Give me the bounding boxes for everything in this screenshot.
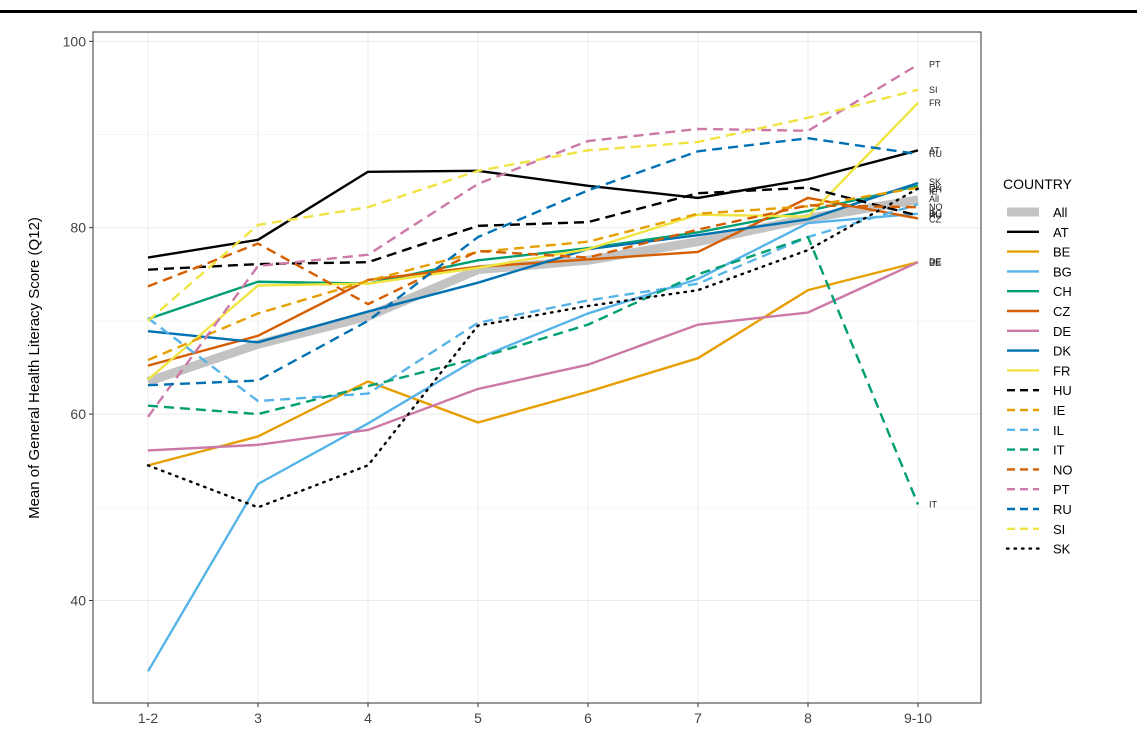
legend-label: IL xyxy=(1053,423,1064,438)
series-line-be xyxy=(147,261,919,467)
legend-label: CH xyxy=(1053,284,1072,299)
legend-label: FR xyxy=(1053,363,1070,378)
legend-item: IL xyxy=(1007,423,1064,438)
end-label: AT xyxy=(929,145,940,155)
legend-label: All xyxy=(1053,205,1068,220)
y-axis-title: Mean of General Health Literacy Score (Q… xyxy=(26,217,43,519)
series-line-ru xyxy=(147,137,919,387)
legend-label: IE xyxy=(1053,403,1066,418)
legend-label: SI xyxy=(1053,522,1065,537)
end-label: SK xyxy=(929,177,941,187)
x-tick-label: 5 xyxy=(474,710,482,726)
end-label: FR xyxy=(929,98,941,108)
series-line-sk xyxy=(146,187,920,509)
end-label: IL xyxy=(929,207,937,217)
y-tick-label: 40 xyxy=(70,592,86,608)
legend-label: PT xyxy=(1053,482,1070,497)
legend-label: CZ xyxy=(1053,304,1070,319)
legend-item: SI xyxy=(1007,522,1065,537)
legend-item: IE xyxy=(1007,403,1066,418)
legend-label: AT xyxy=(1053,225,1069,240)
legend-title: COUNTRY xyxy=(1003,176,1073,192)
end-label: CZ xyxy=(929,214,941,224)
end-label: NO xyxy=(929,202,943,212)
legend-label: SK xyxy=(1053,542,1071,557)
top-rule xyxy=(0,10,1137,13)
series-line-si xyxy=(147,88,919,322)
end-label: SI xyxy=(929,85,938,95)
end-label: DE xyxy=(929,256,942,266)
panel-background xyxy=(93,32,981,703)
legend-label: HU xyxy=(1053,383,1072,398)
legend-label: DE xyxy=(1053,324,1071,339)
legend: COUNTRY All AT BE BG CH CZ DE DK FR HU IE IL IT NO PT R… xyxy=(1003,176,1073,557)
legend-item: NO xyxy=(1007,462,1073,477)
legend-item: DE xyxy=(1007,324,1071,339)
panel-border xyxy=(92,31,982,704)
series-line-dk xyxy=(147,181,919,344)
end-label: CH xyxy=(929,184,942,194)
x-tick-label: 9-10 xyxy=(904,710,932,726)
end-label: All xyxy=(929,194,939,204)
legend-item: CH xyxy=(1007,284,1072,299)
legend-item: SK xyxy=(1005,542,1071,557)
y-tick-label: 100 xyxy=(63,33,87,49)
end-label: PT xyxy=(929,60,941,70)
series-line-il xyxy=(147,203,919,403)
y-axis-ticks: 40 60 80 100 xyxy=(63,33,93,608)
legend-item: CZ xyxy=(1007,304,1070,319)
x-tick-label: 6 xyxy=(584,710,592,726)
legend-item: HU xyxy=(1007,383,1072,398)
series-line-ie xyxy=(147,186,919,362)
x-tick-label: 7 xyxy=(694,710,702,726)
legend-label: RU xyxy=(1053,502,1072,517)
legend-label: BG xyxy=(1053,264,1072,279)
series-line-hu xyxy=(147,186,919,271)
series-line-at xyxy=(147,149,919,259)
legend-item: AT xyxy=(1007,225,1069,240)
series-line-it xyxy=(147,235,920,505)
legend-item: FR xyxy=(1007,363,1070,378)
legend-items: All AT BE BG CH CZ DE DK FR HU IE IL IT NO PT RU SI SK xyxy=(1005,205,1073,557)
series-line-no xyxy=(147,204,919,306)
legend-item: DK xyxy=(1007,344,1071,359)
y-tick-label: 80 xyxy=(70,220,86,236)
legend-label: DK xyxy=(1053,344,1071,359)
legend-item: BG xyxy=(1007,264,1072,279)
legend-label: BE xyxy=(1053,245,1071,260)
end-label: IT xyxy=(929,499,938,509)
x-tick-label: 1-2 xyxy=(138,710,158,726)
series-line-pt xyxy=(147,63,919,418)
legend-item: IT xyxy=(1007,443,1065,458)
x-tick-label: 4 xyxy=(364,710,372,726)
legend-item: PT xyxy=(1007,482,1070,497)
series-lines xyxy=(146,63,920,672)
end-label: IE xyxy=(929,186,938,196)
x-axis-ticks: 1-2 3 4 5 6 7 8 9-10 xyxy=(138,703,932,726)
series-line-bg xyxy=(146,212,919,672)
end-label: HU xyxy=(929,211,942,221)
x-tick-label: 3 xyxy=(254,710,262,726)
legend-item: All xyxy=(1007,205,1068,220)
legend-label: NO xyxy=(1053,462,1073,477)
major-gridlines xyxy=(93,32,981,703)
legend-item: RU xyxy=(1007,502,1072,517)
end-label: BE xyxy=(929,258,941,268)
x-tick-label: 8 xyxy=(804,710,812,726)
legend-item: BE xyxy=(1007,245,1071,260)
end-label: DK xyxy=(929,183,942,193)
series-line-fr xyxy=(147,101,919,381)
legend-label: IT xyxy=(1053,443,1065,458)
end-label: BG xyxy=(929,209,942,219)
series-line-de xyxy=(147,261,919,452)
end-label: RU xyxy=(929,149,942,159)
y-tick-label: 60 xyxy=(70,406,86,422)
